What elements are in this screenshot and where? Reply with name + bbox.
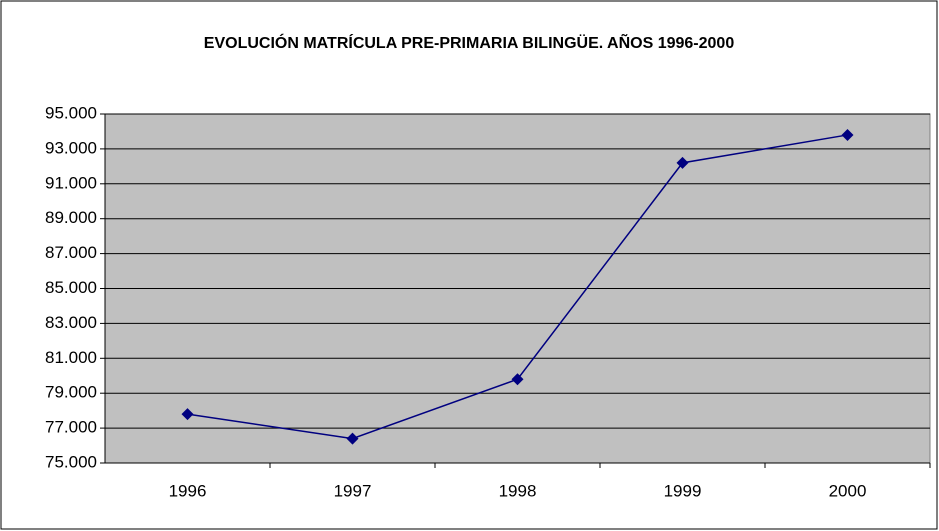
y-tick-label: 79.000 <box>45 383 97 402</box>
data-point <box>676 156 689 169</box>
data-point <box>181 408 194 421</box>
y-tick-label: 81.000 <box>45 348 97 367</box>
data-point <box>346 432 359 445</box>
y-tick-label: 77.000 <box>45 418 97 437</box>
x-tick-label: 1998 <box>499 481 537 500</box>
x-tick-label: 1999 <box>664 481 702 500</box>
y-tick-label: 93.000 <box>45 138 97 157</box>
y-tick-label: 83.000 <box>45 313 97 332</box>
y-tick-label: 95.000 <box>45 103 97 122</box>
x-tick-label: 1996 <box>169 481 207 500</box>
data-point <box>511 373 524 386</box>
x-tick-label: 1997 <box>334 481 372 500</box>
y-tick-label: 87.000 <box>45 243 97 262</box>
y-tick-label: 75.000 <box>45 452 97 471</box>
y-tick-label: 85.000 <box>45 278 97 297</box>
y-tick-label: 91.000 <box>45 173 97 192</box>
x-tick-label: 2000 <box>829 481 867 500</box>
chart-title: EVOLUCIÓN MATRÍCULA PRE-PRIMARIA BILINGÜ… <box>204 32 735 52</box>
y-tick-label: 89.000 <box>45 208 97 227</box>
data-point <box>841 128 854 141</box>
